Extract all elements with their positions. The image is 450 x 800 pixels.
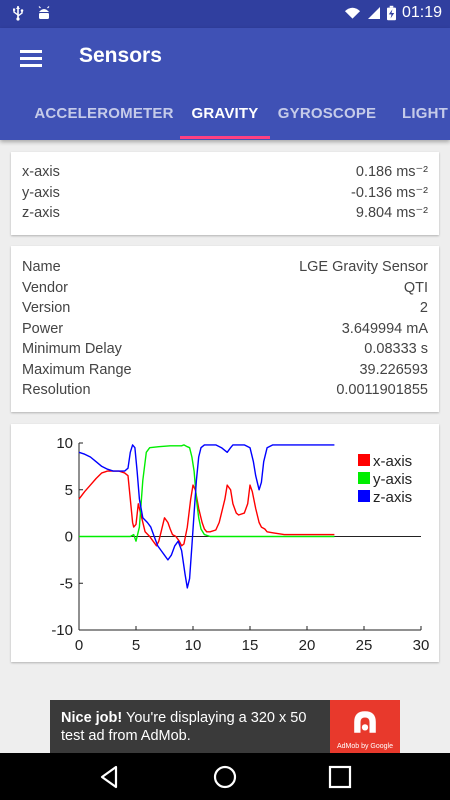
recents-icon[interactable] [324, 761, 356, 793]
admob-logo: AdMob by Google [330, 700, 400, 753]
legend-label: x-axis [373, 453, 412, 470]
info-value: 0.08333 s [364, 341, 428, 357]
reading-label: z-axis [22, 205, 60, 221]
active-tab-indicator [180, 136, 270, 139]
app-bar: Sensors ACCELEROMETER GRAVITY GYROSCOPE … [0, 28, 450, 140]
page-title: Sensors [79, 44, 162, 67]
reading-row-y: y-axis -0.136 ms⁻² [22, 183, 428, 204]
signal-icon [367, 7, 380, 19]
info-row-resolution: Resolution 0.0011901855 [22, 380, 428, 401]
x-tick-label: 5 [132, 637, 140, 654]
navigation-bar [0, 753, 450, 800]
x-tick-label: 20 [299, 637, 316, 654]
status-time: 01:19 [401, 4, 442, 21]
info-row-power: Power 3.649994 mA [22, 319, 428, 340]
y-tick-label: 0 [65, 529, 73, 546]
x-tick-label: 30 [413, 637, 430, 654]
battery-charging-icon [386, 5, 396, 21]
info-label: Vendor [22, 279, 68, 296]
reading-label: y-axis [22, 184, 60, 201]
readings-card: x-axis 0.186 ms⁻² y-axis -0.136 ms⁻² z-a… [11, 152, 439, 235]
legend-swatch [358, 454, 370, 466]
info-label: Minimum Delay [22, 341, 122, 357]
reading-label: x-axis [22, 164, 60, 180]
series-line-y-axis [79, 444, 335, 542]
legend-swatch [358, 472, 370, 484]
info-label: Resolution [22, 382, 91, 398]
info-label: Version [22, 300, 71, 316]
ad-banner[interactable]: Nice job! You're displaying a 320 x 50 t… [50, 700, 400, 753]
info-row-name: Name LGE Gravity Sensor [22, 257, 428, 278]
y-tick-label: -10 [51, 622, 73, 639]
info-value: 2 [419, 300, 428, 316]
info-row-version: Version 2 [22, 298, 428, 319]
legend-swatch [358, 490, 370, 502]
tab-light[interactable]: LIGHT [402, 105, 448, 122]
x-tick-label: 25 [356, 637, 373, 654]
y-tick-label: 5 [65, 482, 73, 499]
info-value: LGE Gravity Sensor [299, 259, 428, 275]
reading-value: -0.136 ms⁻² [351, 184, 428, 201]
reading-value: 0.186 ms⁻² [355, 164, 428, 180]
status-bar: 01:19 [0, 0, 450, 28]
ad-bold-text: Nice job! [61, 710, 123, 726]
x-tick-label: 15 [242, 637, 259, 654]
tab-gyroscope[interactable]: GYROSCOPE [277, 105, 377, 122]
reading-row-z: z-axis 9.804 ms⁻² [22, 203, 428, 224]
home-icon[interactable] [209, 761, 241, 793]
series-line-x-axis [78, 470, 335, 547]
tab-gravity[interactable]: GRAVITY [191, 105, 259, 122]
info-label: Name [22, 259, 61, 275]
y-tick-label: -5 [60, 575, 73, 592]
ad-body-text: You're displaying a 320 x 50 test ad fro… [61, 710, 307, 744]
back-icon[interactable] [94, 761, 126, 793]
ad-logo-caption: AdMob by Google [336, 743, 394, 750]
sensor-info-card: Name LGE Gravity Sensor Vendor QTI Versi… [11, 246, 439, 412]
info-value: 0.0011901855 [336, 382, 428, 398]
info-row-max-range: Maximum Range 39.226593 [22, 360, 428, 381]
tab-accelerometer[interactable]: ACCELEROMETER [34, 105, 174, 122]
info-value: 39.226593 [359, 361, 428, 378]
hamburger-menu-icon[interactable] [18, 46, 44, 70]
info-row-vendor: Vendor QTI [22, 278, 428, 299]
android-debug-icon [38, 6, 50, 19]
ad-text: Nice job! You're displaying a 320 x 50 t… [61, 709, 311, 745]
legend-label: z-axis [373, 489, 412, 506]
x-tick-label: 10 [185, 637, 202, 654]
legend-label: y-axis [373, 471, 412, 488]
x-tick-label: 0 [75, 637, 83, 654]
sensor-chart-card: 0 5 10 15 20 25 30 -10 -5 0 5 10 x-axis y-axis z-axis [11, 424, 439, 662]
wifi-icon [344, 7, 361, 19]
admob-icon [354, 711, 376, 733]
info-label: Power [22, 320, 64, 337]
reading-row-x: x-axis 0.186 ms⁻² [22, 162, 428, 183]
y-tick-label: 10 [56, 435, 73, 452]
series-line-z-axis [78, 444, 335, 589]
info-row-min-delay: Minimum Delay 0.08333 s [22, 339, 428, 360]
reading-value: 9.804 ms⁻² [355, 205, 428, 221]
info-value: QTI [403, 279, 428, 296]
info-value: 3.649994 mA [341, 320, 428, 337]
info-label: Maximum Range [22, 361, 132, 378]
usb-icon [13, 6, 24, 21]
tab-bar: ACCELEROMETER GRAVITY GYROSCOPE LIGHT [0, 90, 450, 140]
